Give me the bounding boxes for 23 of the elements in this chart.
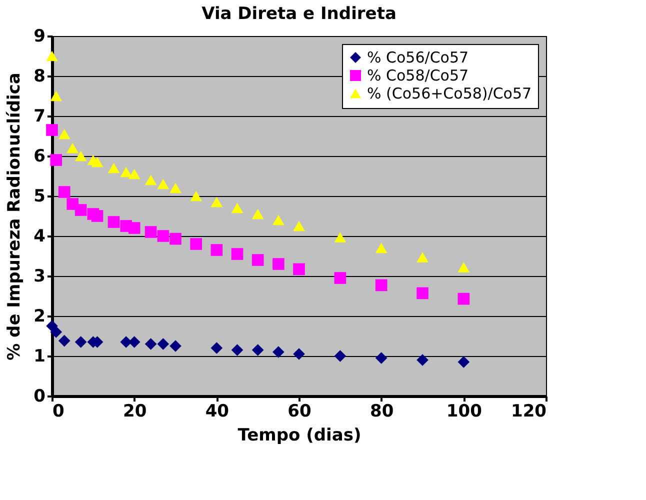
chart-title: Via Direta e Indireta [202, 4, 396, 24]
legend-label: % Co58/Co57 [367, 66, 469, 84]
y-tick-label: 3 [34, 266, 46, 286]
y-tick-label: 2 [34, 306, 46, 326]
y-tick-label: 1 [34, 346, 46, 366]
legend-label: % (Co56+Co58)/Co57 [367, 84, 532, 102]
y-tick-label: 5 [34, 186, 46, 206]
y-tick-label: 7 [34, 106, 46, 126]
legend-label: % Co56/Co57 [367, 48, 469, 66]
x-tick-label: 100 [446, 402, 482, 422]
x-tick-label: 0 [52, 402, 64, 422]
x-tick-label: 120 [511, 402, 547, 422]
y-axis-title: % de Impureza Radionuclídica [4, 72, 25, 360]
x-axis-title: Tempo (dias) [238, 426, 362, 446]
y-tick-label: 9 [34, 26, 46, 46]
y-tick-label: 4 [34, 226, 46, 246]
y-tick-label: 0 [34, 386, 46, 406]
x-tick-label: 20 [122, 402, 147, 422]
y-tick-label: 8 [34, 66, 46, 86]
x-tick-label: 80 [370, 402, 394, 422]
x-tick-label: 40 [205, 402, 230, 422]
y-tick-label: 6 [34, 146, 46, 166]
x-tick-label: 60 [288, 402, 312, 422]
